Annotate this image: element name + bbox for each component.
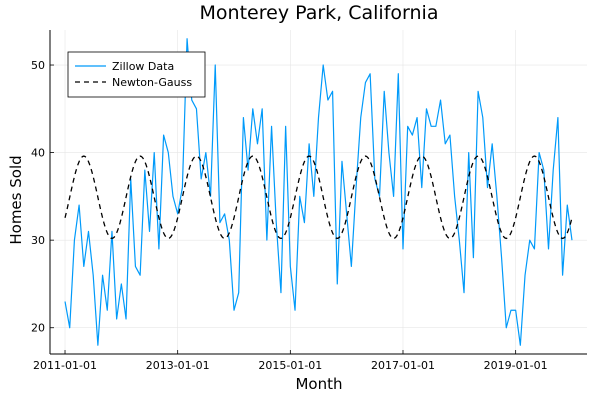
tick-labels: 2011-01-01 2013-01-01 2015-01-01 2017-01-01…: [31, 59, 548, 372]
y-tick-label: 20: [31, 322, 45, 335]
legend-box: [67, 51, 206, 98]
legend-label: Newton-Gauss: [112, 76, 192, 89]
x-tick-label: 2011-01-01: [33, 359, 97, 372]
x-tick-label: 2017-01-01: [371, 359, 435, 372]
chart-title: Monterey Park, California: [200, 2, 439, 24]
x-tick-label: 2019-01-01: [484, 359, 548, 372]
x-tick-label: 2013-01-01: [146, 359, 210, 372]
series-line-newton-gauss: [64, 155, 573, 240]
x-axis-label: Month: [295, 375, 342, 393]
y-tick-label: 50: [31, 59, 45, 72]
y-tick-label: 30: [31, 234, 45, 247]
legend: Zillow Data Newton-Gauss: [67, 51, 206, 98]
series-line-zillow-data: [64, 38, 573, 346]
axes: [49, 30, 587, 355]
series-layer: [64, 38, 573, 346]
y-axis-label: Homes Sold: [7, 155, 25, 244]
legend-label: Zillow Data: [112, 60, 174, 73]
y-tick-label: 40: [31, 147, 45, 160]
x-tick-label: 2015-01-01: [258, 359, 322, 372]
